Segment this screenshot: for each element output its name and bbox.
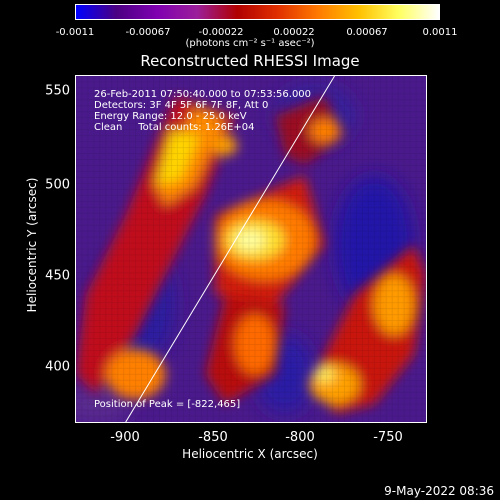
colorbar-units: (photons cm⁻² s⁻¹ asec⁻²) [185,38,315,49]
hxr-image [76,76,426,422]
y-tick-label: 550 [45,83,70,99]
y-tick-label: 400 [45,359,70,375]
annotation-detectors: Detectors: 3F 4F 5F 6F 7F 8F, Att 0 [94,100,269,111]
y-tick-label: 500 [45,177,70,193]
annotation-time-range: 26-Feb-2011 07:50:40.000 to 07:53:56.000 [94,89,312,100]
x-tick-label: -850 [198,430,228,445]
annotation-clean: Clean Total counts: 1.26E+04 [94,122,255,133]
colorbar-tick: 0.00022 [273,27,315,38]
x-tick-label: -900 [110,430,140,445]
annotation-peak: Position of Peak = [-822,465] [94,399,241,410]
colorbar-tick: -0.00067 [125,27,171,38]
colorbar [75,4,440,20]
colorbar-tick: 0.00067 [346,27,388,38]
colorbar-tick: -0.00022 [198,27,244,38]
colorbar-tick: 0.0011 [422,27,458,38]
x-tick-label: -800 [285,430,315,445]
timestamp: 9-May-2022 08:36 [384,484,494,498]
annotation-energy: Energy Range: 12.0 - 25.0 keV [94,111,247,122]
y-axis-label: Heliocentric Y (arcsec) [25,177,39,313]
x-axis-label: Heliocentric X (arcsec) [182,447,318,461]
colorbar-tick: -0.0011 [55,27,95,38]
y-tick-label: 450 [45,268,70,284]
image-plot: 26-Feb-2011 07:50:40.000 to 07:53:56.000… [75,75,427,423]
plot-title: Reconstructed RHESSI Image [140,52,360,70]
x-tick-label: -750 [373,430,403,445]
solar-limb-line [125,76,335,422]
